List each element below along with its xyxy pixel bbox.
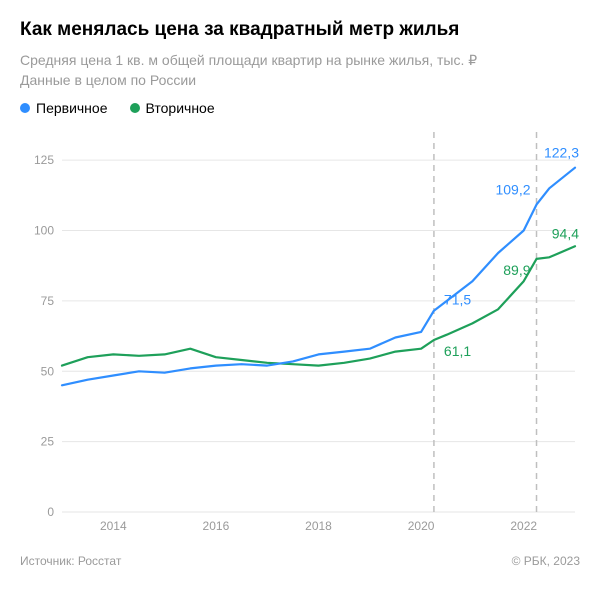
x-tick-label: 2018: [305, 519, 332, 533]
series-secondary: [62, 247, 575, 366]
value-callout: 61,1: [444, 343, 471, 359]
value-callout: 89,9: [503, 262, 530, 278]
x-tick-label: 2022: [510, 519, 537, 533]
series-primary: [62, 168, 575, 386]
chart-footer: Источник: Росстат © РБК, 2023: [20, 554, 580, 568]
value-callout: 109,2: [495, 182, 530, 198]
copyright-text: © РБК, 2023: [512, 554, 580, 568]
legend-item-secondary: Вторичное: [130, 100, 215, 116]
value-callout: 71,5: [444, 292, 471, 308]
legend-swatch-secondary: [130, 103, 140, 113]
x-tick-label: 2014: [100, 519, 127, 533]
chart-subtitle: Средняя цена 1 кв. м общей площади кварт…: [20, 50, 580, 91]
y-tick-label: 100: [34, 224, 54, 238]
source-text: Источник: Росстат: [20, 554, 121, 568]
y-tick-label: 75: [41, 294, 55, 308]
x-tick-label: 2020: [408, 519, 435, 533]
value-callout: 94,4: [552, 226, 579, 242]
legend-swatch-primary: [20, 103, 30, 113]
value-callout: 122,3: [544, 145, 579, 161]
x-tick-label: 2016: [203, 519, 230, 533]
legend-label-primary: Первичное: [36, 100, 108, 116]
y-tick-label: 25: [41, 435, 55, 449]
chart-title: Как менялась цена за квадратный метр жил…: [20, 18, 580, 42]
legend: Первичное Вторичное: [20, 100, 580, 116]
legend-label-secondary: Вторичное: [146, 100, 215, 116]
y-tick-label: 50: [41, 365, 55, 379]
y-tick-label: 0: [47, 505, 54, 519]
legend-item-primary: Первичное: [20, 100, 108, 116]
chart-area: 0 25 50 75 100 125 2014 2016 2018 2020 2022 71,5 61,…: [20, 124, 580, 544]
y-tick-label: 125: [34, 153, 54, 167]
line-chart: 0 25 50 75 100 125 2014 2016 2018 2020 2022 71,5 61,…: [20, 124, 580, 544]
